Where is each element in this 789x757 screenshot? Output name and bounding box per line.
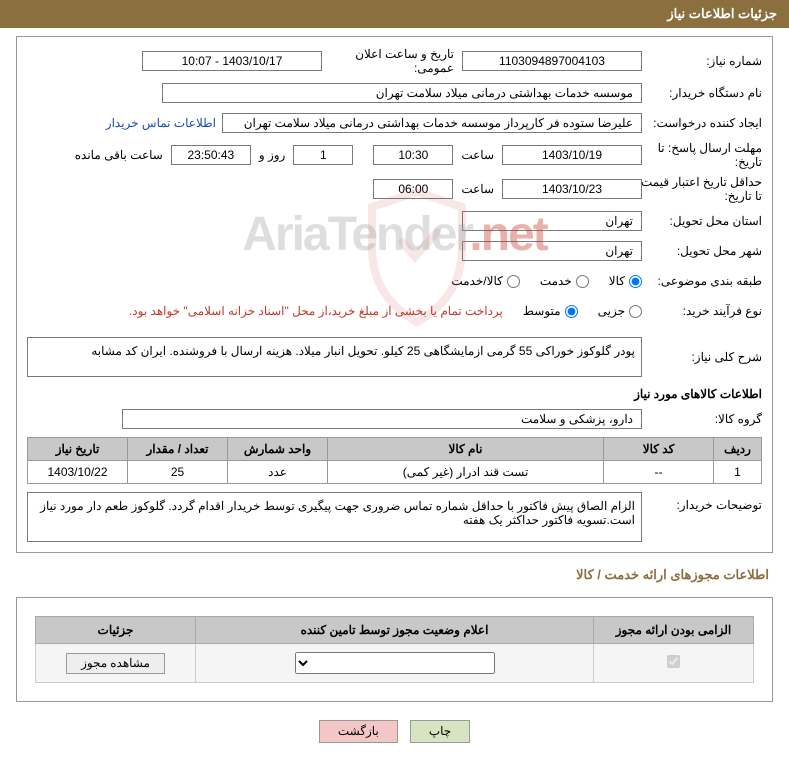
license-col-status: اعلام وضعیت مجوز توسط تامین کننده [196, 617, 594, 644]
license-section-title: اطلاعات مجوزهای ارائه خدمت / کالا [0, 561, 789, 589]
license-mandatory-cell [594, 644, 754, 683]
response-deadline-date: 1403/10/19 [502, 145, 642, 165]
cell-code: -- [604, 461, 714, 484]
print-button[interactable]: چاپ [410, 720, 470, 743]
license-status-select[interactable] [295, 652, 495, 674]
need-number-value: 1103094897004103 [462, 51, 642, 71]
validity-time: 06:00 [373, 179, 453, 199]
response-time-label: ساعت [453, 148, 502, 162]
need-number-label: شماره نیاز: [642, 54, 762, 68]
cell-unit: عدد [228, 461, 328, 484]
buyer-org-label: نام دستگاه خریدار: [642, 86, 762, 100]
delivery-province-label: استان محل تحویل: [642, 214, 762, 228]
back-button[interactable]: بازگشت [319, 720, 398, 743]
license-col-details: جزئیات [36, 617, 196, 644]
validity-time-label: ساعت [453, 182, 502, 196]
page-title: جزئیات اطلاعات نیاز [667, 6, 777, 21]
response-days-label: روز و [251, 148, 294, 162]
col-unit: واحد شمارش [228, 438, 328, 461]
subject-cat-opt-goods[interactable]: کالا [609, 274, 642, 288]
announce-date-label: تاریخ و ساعت اعلان عمومی: [322, 47, 462, 75]
cell-name: تست قند ادرار (غیر کمی) [328, 461, 604, 484]
view-license-button[interactable]: مشاهده مجوز [66, 653, 165, 674]
response-deadline-time: 10:30 [373, 145, 453, 165]
table-row: 1 -- تست قند ادرار (غیر کمی) عدد 25 1403… [28, 461, 762, 484]
cell-date: 1403/10/22 [28, 461, 128, 484]
subject-cat-radios: کالا خدمت کالا/خدمت [451, 274, 642, 288]
cell-idx: 1 [714, 461, 762, 484]
response-deadline-label: مهلت ارسال پاسخ: تا تاریخ: [642, 141, 762, 169]
requester-label: ایجاد کننده درخواست: [642, 116, 762, 130]
response-days: 1 [293, 145, 353, 165]
purchase-type-note: پرداخت تمام یا بخشی از مبلغ خرید،از محل … [129, 304, 523, 318]
delivery-city-value: تهران [462, 241, 642, 261]
goods-table-header-row: ردیف کد کالا نام کالا واحد شمارش تعداد /… [28, 438, 762, 461]
license-table: الزامی بودن ارائه مجوز اعلام وضعیت مجوز … [35, 616, 754, 683]
subject-cat-label: طبقه بندی موضوعی: [642, 274, 762, 288]
goods-group-value: دارو، پزشکی و سلامت [122, 409, 642, 429]
goods-info-title: اطلاعات کالاهای مورد نیاز [27, 387, 762, 401]
col-code: کد کالا [604, 438, 714, 461]
response-remain-label: ساعت باقی مانده [67, 148, 171, 162]
buyer-org-value: موسسه خدمات بهداشتی درمانی میلاد سلامت ت… [162, 83, 642, 103]
footer-buttons: چاپ بازگشت [0, 710, 789, 757]
validity-label: حداقل تاریخ اعتبار قیمت: تا تاریخ: [622, 175, 762, 203]
buyer-notes-value: الزام الصاق پیش فاکتور با حداقل شماره تم… [27, 492, 642, 542]
need-desc-label: شرح کلی نیاز: [642, 350, 762, 364]
license-detail-cell: مشاهده مجوز [36, 644, 196, 683]
subject-cat-opt-service[interactable]: خدمت [540, 274, 589, 288]
license-box: الزامی بودن ارائه مجوز اعلام وضعیت مجوز … [16, 597, 773, 702]
license-header-row: الزامی بودن ارائه مجوز اعلام وضعیت مجوز … [36, 617, 754, 644]
need-desc-value: پودر گلوکوز خوراکی 55 گرمی ازمایشگاهی 25… [27, 337, 642, 377]
goods-table: ردیف کد کالا نام کالا واحد شمارش تعداد /… [27, 437, 762, 484]
purchase-type-label: نوع فرآیند خرید: [642, 304, 762, 318]
col-date: تاریخ نیاز [28, 438, 128, 461]
buyer-contact-link[interactable]: اطلاعات تماس خریدار [106, 116, 222, 130]
purchase-type-radios: جزیی متوسط [523, 304, 642, 318]
col-idx: ردیف [714, 438, 762, 461]
license-col-mandatory: الزامی بودن ارائه مجوز [594, 617, 754, 644]
delivery-province-value: تهران [462, 211, 642, 231]
cell-qty: 25 [128, 461, 228, 484]
response-countdown: 23:50:43 [171, 145, 251, 165]
goods-group-label: گروه کالا: [642, 412, 762, 426]
purchase-type-opt-medium[interactable]: متوسط [523, 304, 578, 318]
license-status-cell [196, 644, 594, 683]
announce-date-value: 1403/10/17 - 10:07 [142, 51, 322, 71]
delivery-city-label: شهر محل تحویل: [642, 244, 762, 258]
subject-cat-opt-both[interactable]: کالا/خدمت [451, 274, 519, 288]
license-row: مشاهده مجوز [36, 644, 754, 683]
buyer-notes-label: توضیحات خریدار: [642, 492, 762, 512]
purchase-type-opt-minor[interactable]: جزیی [598, 304, 642, 318]
license-mandatory-checkbox [667, 655, 680, 668]
col-name: نام کالا [328, 438, 604, 461]
requester-value: علیرضا ستوده فر کارپرداز موسسه خدمات بهد… [222, 113, 642, 133]
main-details-box: AriaTender.net شماره نیاز: 1103094897004… [16, 36, 773, 553]
page-header: جزئیات اطلاعات نیاز [0, 0, 789, 28]
col-qty: تعداد / مقدار [128, 438, 228, 461]
validity-date: 1403/10/23 [502, 179, 642, 199]
